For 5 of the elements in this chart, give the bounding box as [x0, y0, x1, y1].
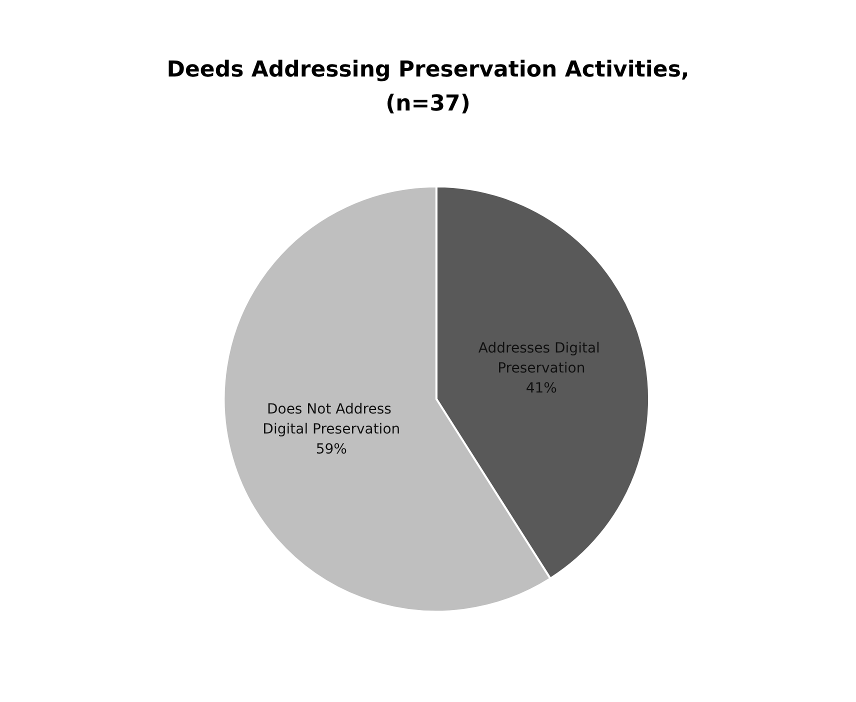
chart-title: Deeds Addressing Preservation Activities, (n=37)	[166, 58, 690, 116]
slice-label: Addresses Digital Preservation	[478, 340, 604, 377]
data-label: 41%	[526, 380, 557, 397]
data-label: 59%	[316, 442, 347, 458]
slice-label: Does Not Address Digital Preservation	[262, 402, 400, 438]
